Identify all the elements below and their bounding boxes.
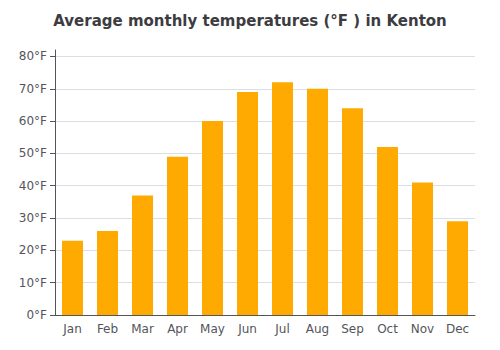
- svg-text:50°F: 50°F: [19, 146, 47, 160]
- svg-text:May: May: [200, 322, 225, 336]
- svg-text:Nov: Nov: [411, 322, 434, 336]
- svg-text:Dec: Dec: [446, 322, 469, 336]
- svg-text:Jul: Jul: [274, 322, 289, 336]
- svg-text:40°F: 40°F: [19, 179, 47, 193]
- svg-text:Oct: Oct: [377, 322, 398, 336]
- svg-text:Mar: Mar: [131, 322, 154, 336]
- svg-text:80°F: 80°F: [19, 49, 47, 63]
- svg-text:Average monthly temperatures (: Average monthly temperatures (°F ) in Ke…: [53, 12, 447, 30]
- svg-text:Feb: Feb: [97, 322, 118, 336]
- svg-text:Apr: Apr: [167, 322, 188, 336]
- svg-text:70°F: 70°F: [19, 82, 47, 96]
- svg-text:0°F: 0°F: [26, 308, 47, 322]
- svg-text:30°F: 30°F: [19, 211, 47, 225]
- svg-text:60°F: 60°F: [19, 114, 47, 128]
- svg-text:Sep: Sep: [341, 322, 364, 336]
- svg-text:10°F: 10°F: [19, 276, 47, 290]
- svg-text:Jan: Jan: [62, 322, 82, 336]
- svg-text:Jun: Jun: [237, 322, 257, 336]
- svg-text:Aug: Aug: [306, 322, 329, 336]
- svg-text:20°F: 20°F: [19, 243, 47, 257]
